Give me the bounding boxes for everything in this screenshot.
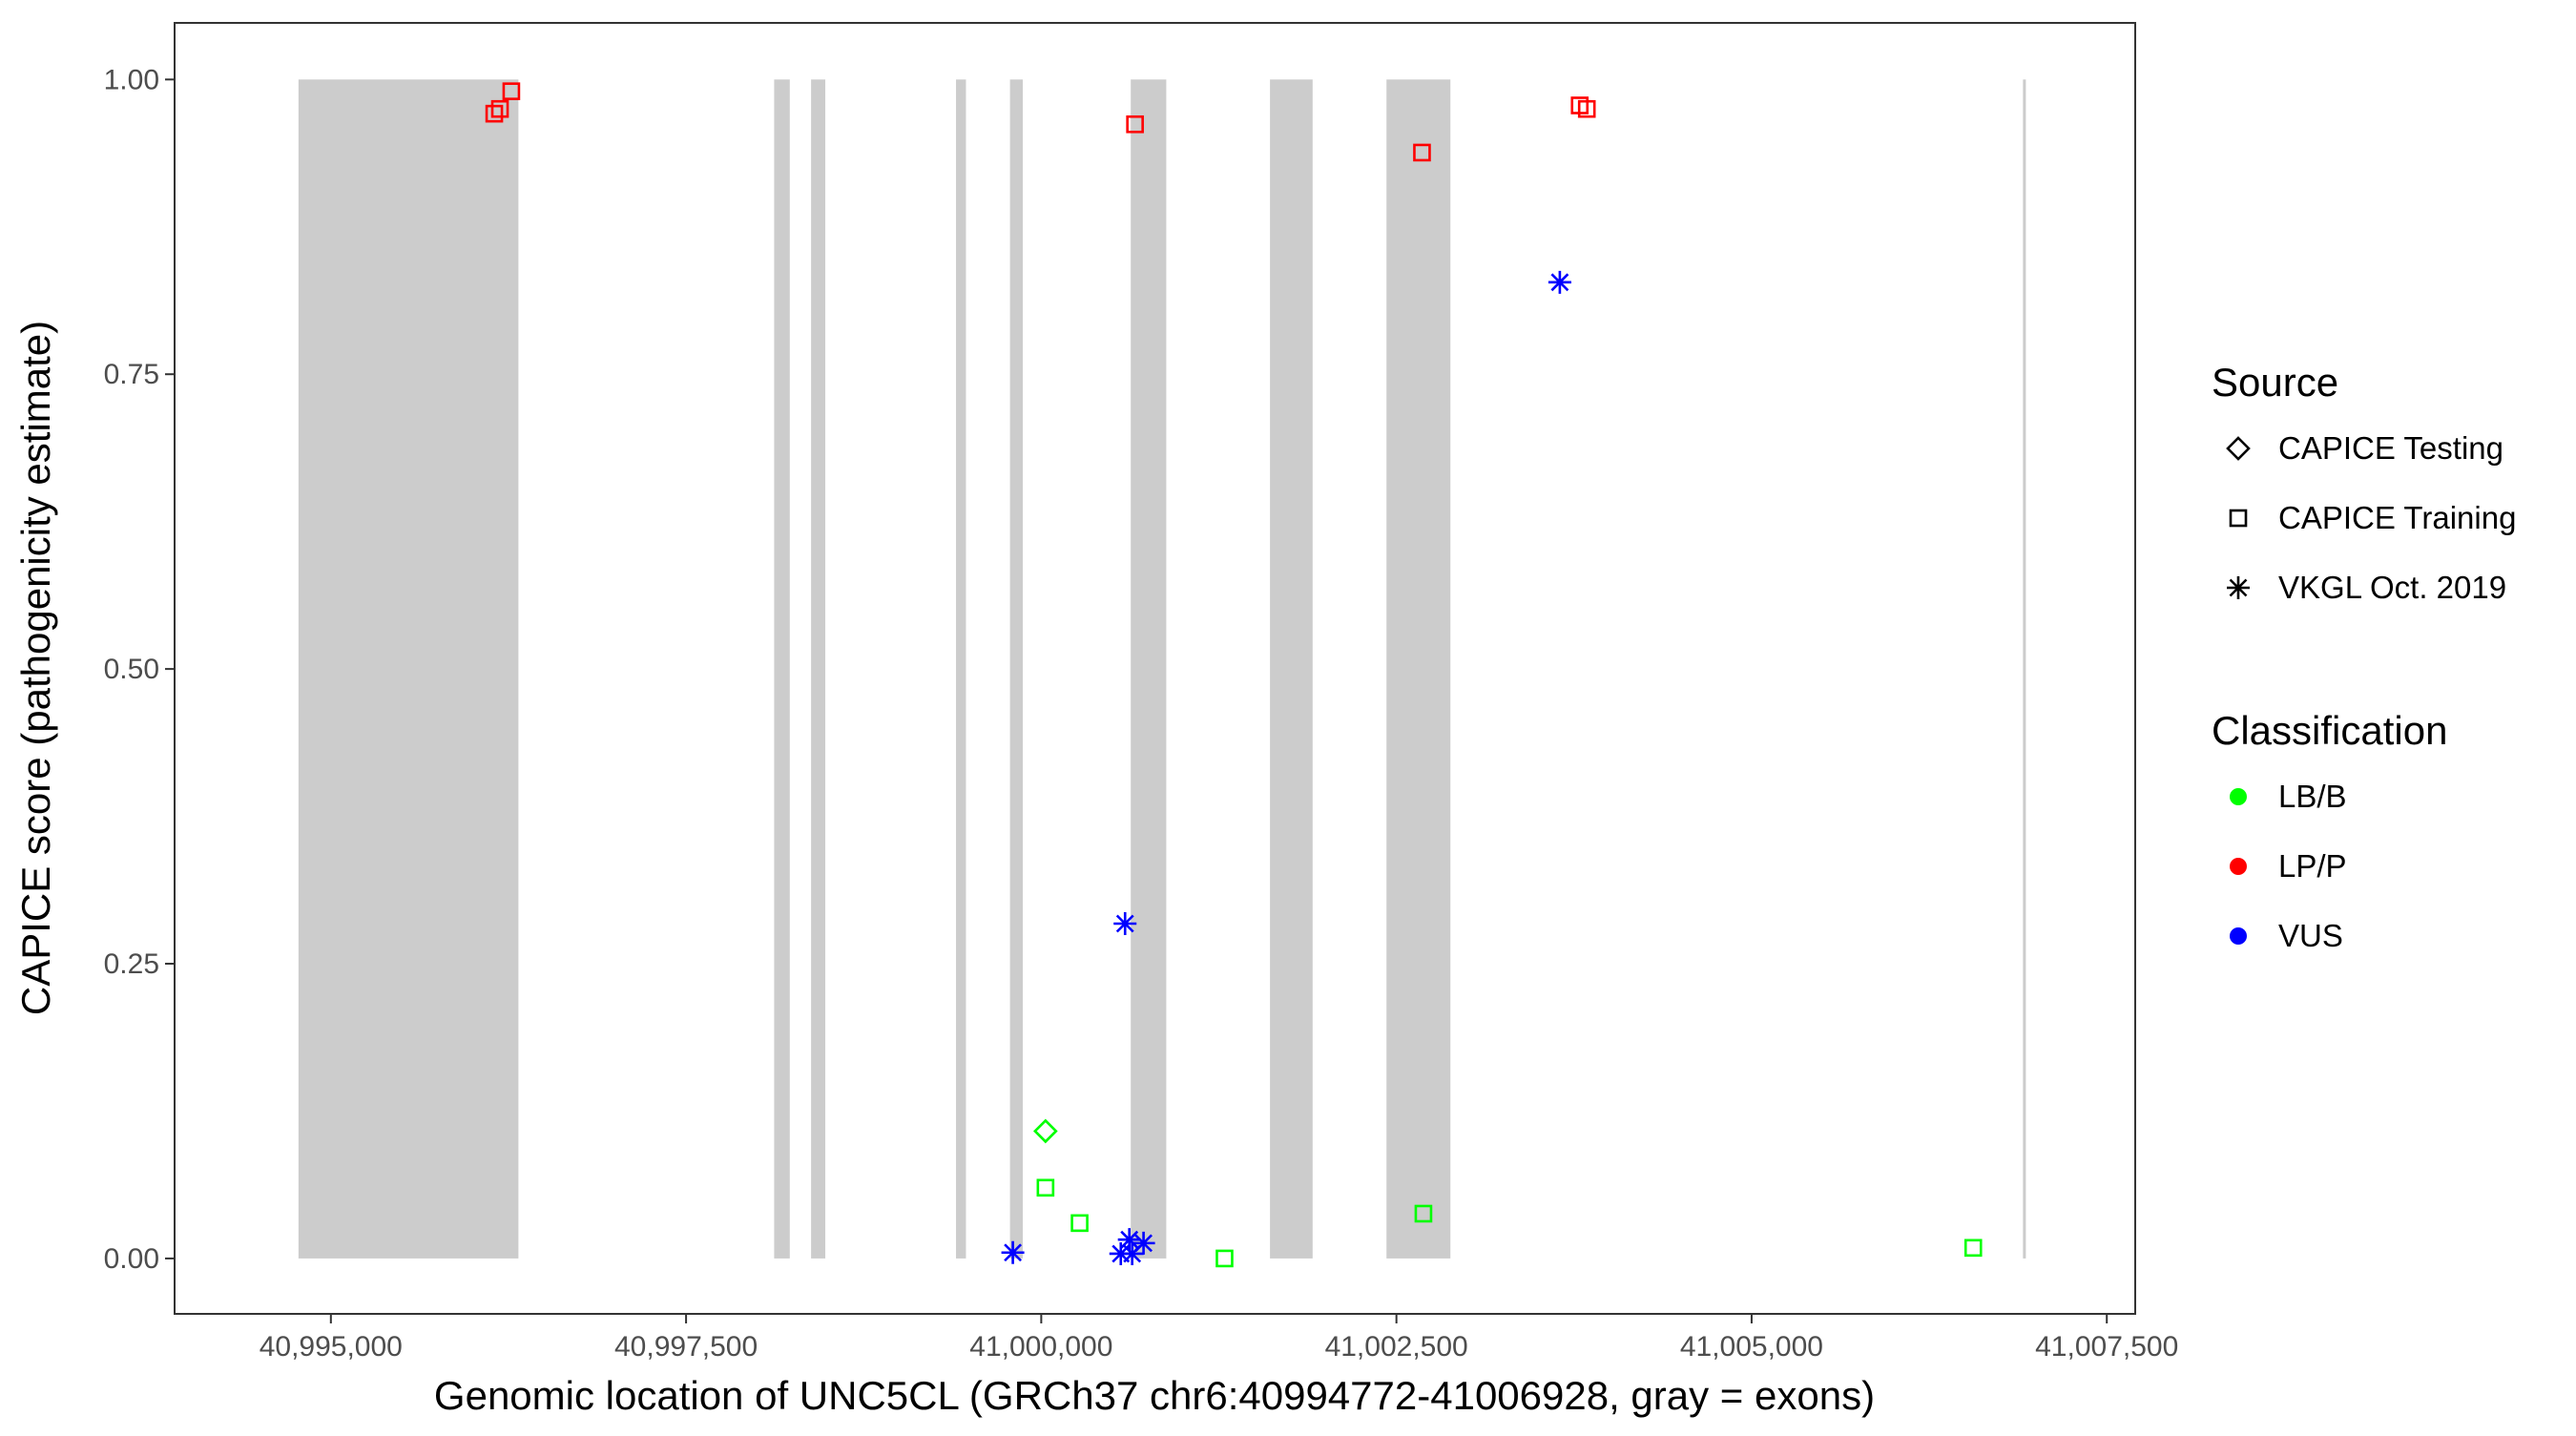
x-tick-label: 41,002,500 — [1325, 1331, 1468, 1363]
x-tick-label: 41,005,000 — [1680, 1331, 1823, 1363]
legend-label: CAPICE Training — [2278, 500, 2516, 535]
data-point — [1126, 114, 1144, 134]
exon-bands — [298, 79, 2026, 1259]
data-point — [1215, 1249, 1234, 1268]
y-axis: 0.00 0.25 0.50 0.75 1.00 — [104, 64, 175, 1275]
exon-band — [811, 79, 826, 1259]
legend-key-diamond — [2226, 436, 2251, 461]
exon-band — [2023, 79, 2026, 1259]
data-point — [1548, 270, 1571, 294]
exon-band — [298, 79, 519, 1259]
y-tick-label: 0.25 — [104, 948, 159, 980]
y-axis-title: CAPICE score (pathogenicity estimate) — [13, 321, 58, 1015]
data-point — [1120, 1241, 1144, 1265]
y-tick-label: 0.00 — [104, 1243, 159, 1275]
data-point — [1132, 1231, 1155, 1255]
exon-band — [1270, 79, 1313, 1259]
legend-key-dot — [2230, 927, 2247, 945]
data-point — [485, 104, 504, 123]
data-point — [1117, 1228, 1141, 1252]
x-axis-title: Genomic location of UNC5CL (GRCh37 chr6:… — [434, 1373, 1875, 1418]
legend-label: CAPICE Testing — [2278, 430, 2503, 466]
legend-key-dot — [2230, 858, 2247, 875]
legend-label: LB/B — [2278, 779, 2347, 814]
legend-label: VUS — [2278, 918, 2343, 953]
legend-key-dot — [2230, 788, 2247, 805]
x-axis: 40,995,000 40,997,500 41,000,000 41,002,500… — [260, 1314, 2178, 1363]
data-point — [1963, 1238, 1983, 1258]
legend-key-square — [2229, 509, 2248, 528]
legend-source-title: Source — [2212, 360, 2338, 405]
exon-band — [1386, 79, 1451, 1259]
x-tick-label: 41,000,000 — [969, 1331, 1112, 1363]
y-tick-label: 0.50 — [104, 654, 159, 685]
legend-label: LP/P — [2278, 848, 2347, 884]
exon-band — [1131, 79, 1167, 1259]
exon-band — [1009, 79, 1024, 1259]
data-point — [1001, 1240, 1025, 1264]
data-points — [485, 82, 1983, 1268]
x-tick-label: 41,007,500 — [2035, 1331, 2178, 1363]
data-point — [490, 99, 509, 118]
data-point — [1577, 99, 1596, 118]
data-point — [502, 82, 521, 100]
x-tick-label: 40,995,000 — [260, 1331, 403, 1363]
y-tick-label: 0.75 — [104, 359, 159, 390]
data-point — [1070, 1214, 1089, 1233]
y-tick-label: 1.00 — [104, 64, 159, 95]
legend-classification-title: Classification — [2212, 708, 2447, 753]
data-point — [1036, 1178, 1055, 1197]
data-point — [1413, 143, 1431, 162]
legend-key-asterisk — [2227, 576, 2250, 599]
exon-band — [956, 79, 966, 1259]
data-point — [1414, 1204, 1433, 1223]
exon-band — [774, 79, 790, 1259]
data-point — [1032, 1118, 1058, 1144]
x-tick-label: 40,997,500 — [614, 1331, 758, 1363]
legend-label: VKGL Oct. 2019 — [2278, 570, 2506, 605]
data-point — [1113, 912, 1137, 936]
legend-items: CAPICE Testing CAPICE Training VKGL Oct. 2… — [2226, 430, 2516, 953]
legend: Source Classification CAPICE TestingCAPI… — [2212, 360, 2516, 953]
